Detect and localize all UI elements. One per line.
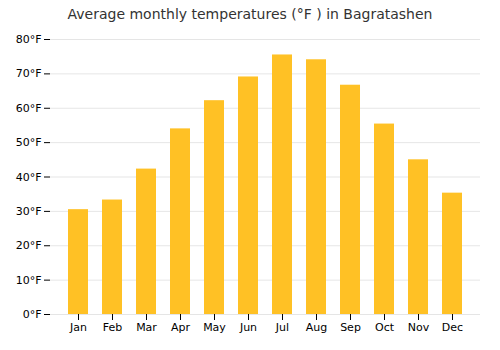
svg-text:30°F: 30°F — [16, 205, 42, 218]
svg-text:May: May — [203, 321, 226, 334]
svg-text:40°F: 40°F — [16, 171, 42, 184]
svg-text:80°F: 80°F — [16, 33, 42, 46]
svg-text:Apr: Apr — [171, 321, 191, 334]
svg-text:Oct: Oct — [375, 321, 395, 334]
svg-text:10°F: 10°F — [16, 274, 42, 287]
svg-text:Sep: Sep — [340, 321, 361, 334]
svg-text:Nov: Nov — [408, 321, 430, 334]
svg-text:70°F: 70°F — [16, 67, 42, 80]
svg-text:Feb: Feb — [103, 321, 122, 334]
svg-text:50°F: 50°F — [16, 136, 42, 149]
svg-text:Jun: Jun — [239, 321, 257, 334]
svg-text:20°F: 20°F — [16, 239, 42, 252]
html-text:Average monthly temperatures (: Average monthly temperatures (°F ) in Ba… — [67, 6, 433, 22]
svg-text:Dec: Dec — [442, 321, 463, 334]
svg-text:0°F: 0°F — [23, 308, 42, 321]
svg-text:Jul: Jul — [275, 321, 289, 334]
svg-text:60°F: 60°F — [16, 102, 42, 115]
svg-text:Jan: Jan — [69, 321, 87, 334]
svg-text:Mar: Mar — [136, 321, 157, 334]
svg-text:Aug: Aug — [306, 321, 327, 334]
